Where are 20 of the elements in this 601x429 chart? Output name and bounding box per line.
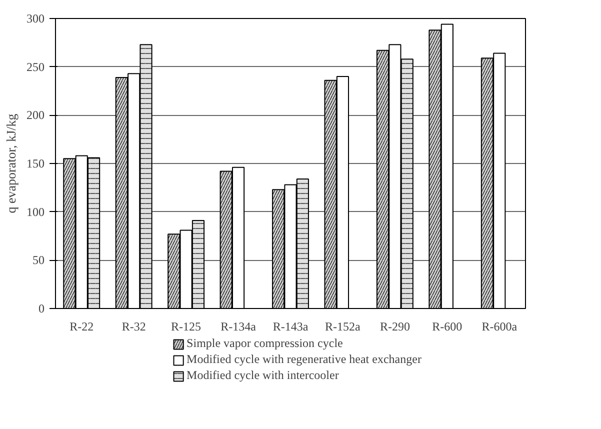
y-tick-label: 300 xyxy=(26,12,44,26)
y-tick-label: 250 xyxy=(26,60,44,74)
legend-label: Modified cycle with intercooler xyxy=(186,368,339,383)
x-tick-label: R-600a xyxy=(482,320,518,334)
x-tick-label: R-290 xyxy=(380,320,410,334)
y-tick-label: 100 xyxy=(26,204,44,219)
x-tick-label: R-22 xyxy=(70,320,94,334)
x-tick-label: R-125 xyxy=(171,320,202,334)
x-tick-label: R-32 xyxy=(122,320,146,334)
legend-label: Modified cycle with regenerative heat exchanger xyxy=(186,352,422,367)
x-tick-label: R-134a xyxy=(220,320,257,334)
y-tick-label: 50 xyxy=(32,253,44,268)
legend-label: Simple vapor compression cycle xyxy=(186,336,343,351)
x-tick-label: R-143a xyxy=(272,320,309,334)
y-tick-label: 150 xyxy=(26,156,44,170)
y-axis-title: q evaporator, kJ/kg xyxy=(4,113,18,214)
x-tick-label: R-152a xyxy=(325,320,362,334)
x-tick-label: R-600 xyxy=(432,320,462,334)
y-tick-label: 200 xyxy=(26,108,44,122)
y-tick-label: 0 xyxy=(38,302,44,316)
